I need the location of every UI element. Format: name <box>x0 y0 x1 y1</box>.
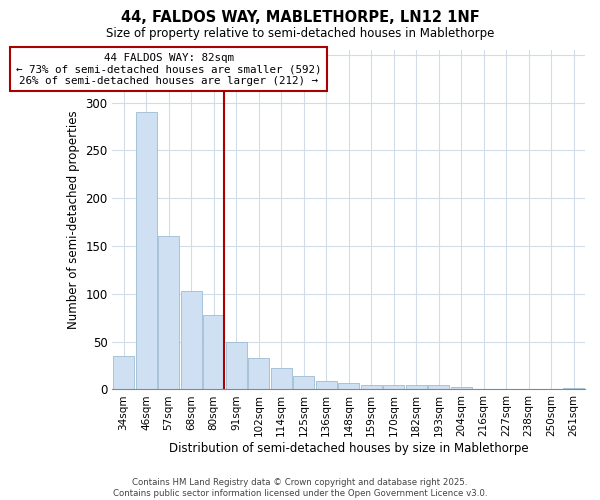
Bar <box>316 381 337 390</box>
Bar <box>158 236 179 390</box>
Bar <box>181 291 202 390</box>
Bar <box>203 315 224 390</box>
Text: Contains HM Land Registry data © Crown copyright and database right 2025.
Contai: Contains HM Land Registry data © Crown c… <box>113 478 487 498</box>
Bar <box>113 356 134 390</box>
Text: Size of property relative to semi-detached houses in Mablethorpe: Size of property relative to semi-detach… <box>106 28 494 40</box>
Bar <box>293 376 314 390</box>
Bar <box>563 388 584 390</box>
Text: 44 FALDOS WAY: 82sqm
← 73% of semi-detached houses are smaller (592)
26% of semi: 44 FALDOS WAY: 82sqm ← 73% of semi-detac… <box>16 53 322 86</box>
X-axis label: Distribution of semi-detached houses by size in Mablethorpe: Distribution of semi-detached houses by … <box>169 442 529 455</box>
Bar <box>338 383 359 390</box>
Bar <box>271 368 292 390</box>
Bar <box>428 384 449 390</box>
Bar <box>451 386 472 390</box>
Bar <box>361 384 382 390</box>
Text: 44, FALDOS WAY, MABLETHORPE, LN12 1NF: 44, FALDOS WAY, MABLETHORPE, LN12 1NF <box>121 10 479 25</box>
Bar <box>226 342 247 390</box>
Bar <box>383 384 404 390</box>
Bar <box>248 358 269 390</box>
Bar <box>406 384 427 390</box>
Bar <box>136 112 157 390</box>
Y-axis label: Number of semi-detached properties: Number of semi-detached properties <box>67 110 80 329</box>
